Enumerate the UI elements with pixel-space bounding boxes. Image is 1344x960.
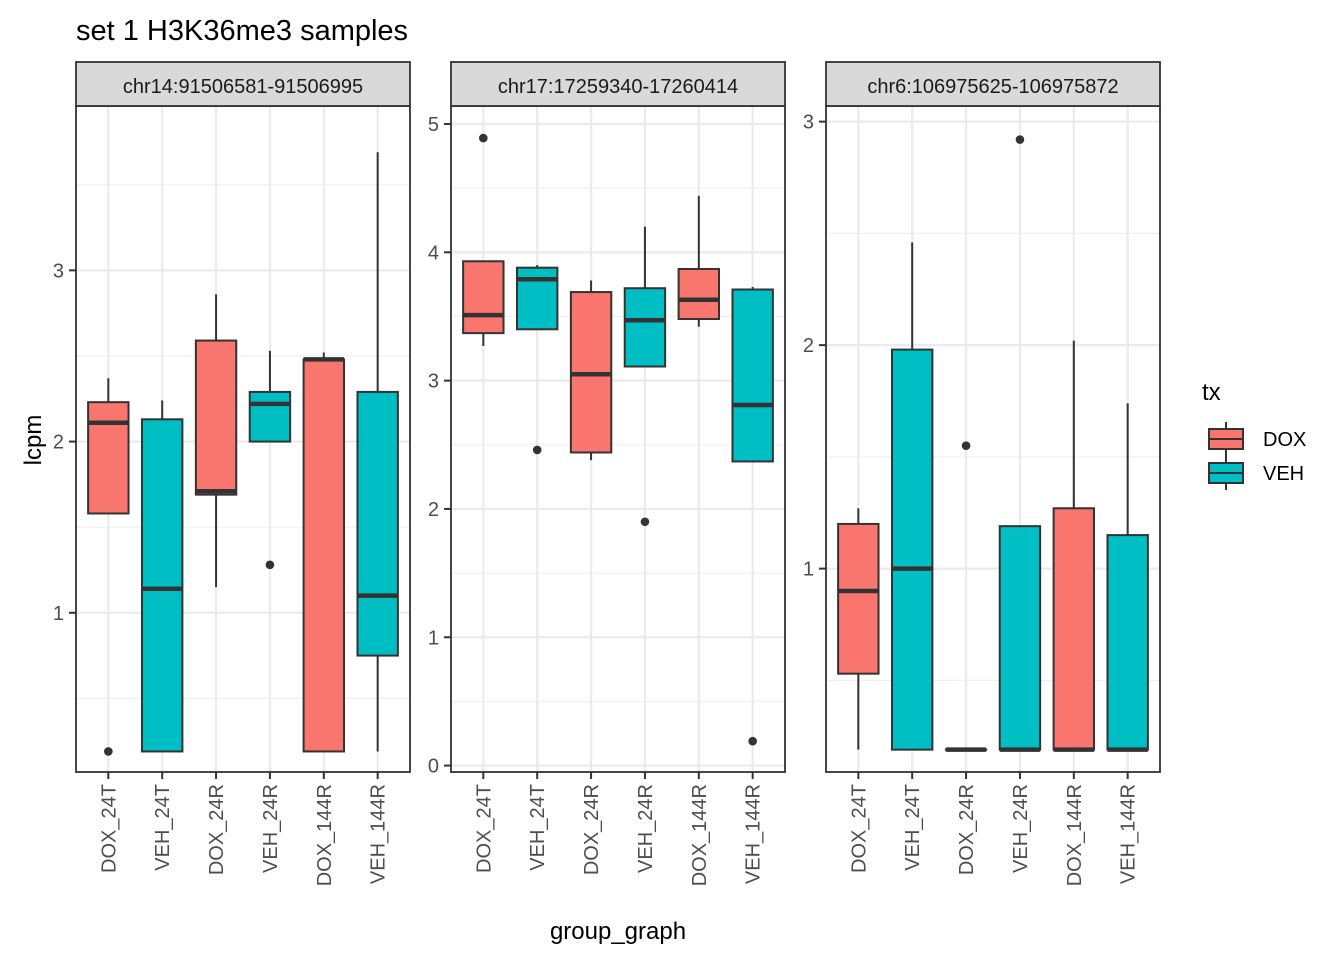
x-tick-label: DOX_24T [473,784,495,873]
y-tick-label: 2 [803,335,814,357]
outlier-point [479,133,488,143]
box-veh_144r [1106,403,1149,752]
x-tick-label: VEH_24R [260,784,282,873]
box-iqr [515,266,559,331]
x-tick-label: VEH_144R [743,784,765,884]
x-tick-label: VEH_24T [902,784,924,871]
y-tick-label: 2 [428,499,439,521]
box-iqr [140,418,184,753]
legend-label: VEH [1263,463,1304,485]
legend: tx DOX VEH [1202,379,1306,490]
y-tick-label: 2 [53,432,64,454]
facet-strip-label: chr17:17259340-17260414 [498,76,738,98]
box-dox_24r [944,441,988,752]
box-iqr [731,288,774,463]
x-tick-label: VEH_24R [1010,784,1032,873]
box-veh_24r [248,350,292,570]
y-tick-label: 4 [428,242,439,264]
box-iqr [890,348,934,751]
box-dox_24r [194,294,238,588]
box-dox_144r [1052,340,1096,752]
outlier-point [532,445,542,455]
x-tick-label: DOX_24R [581,784,603,875]
outlier-point [640,517,650,527]
legend-key-dox [1208,422,1244,456]
outlier-point [961,441,971,451]
x-tick-label: DOX_24R [956,784,978,875]
y-tick-label: 3 [803,112,814,134]
box-iqr [837,522,880,675]
box-iqr [87,401,130,515]
box-iqr [998,525,1042,751]
box-dox_24t [837,508,880,750]
box-dox_24r [569,280,613,461]
x-axis-title: group_graph [550,918,686,945]
facet-strip [825,61,1161,107]
x-tick-label: DOX_144R [1064,784,1086,886]
box-veh_144r [731,286,774,746]
y-axis-title: lcpm [20,415,47,466]
y-tick-label: 5 [428,114,439,136]
x-tick-label: VEH_24T [527,784,549,871]
outlier-point [1015,135,1025,144]
facet-panel: chr14:91506581-91506995 1 2 3 DOX_24T VEH_24T… [53,61,411,886]
box-veh_24r [998,135,1042,752]
box-iqr [623,287,667,368]
legend-title: tx [1202,379,1221,406]
facet-strip [75,61,411,107]
panel-background [826,106,1160,772]
box-iqr [462,260,505,335]
y-tick-label: 3 [53,260,64,282]
box-dox_24t [87,378,130,756]
box-iqr [1106,534,1149,751]
x-tick-label: DOX_144R [689,784,711,886]
facet-panels: chr14:91506581-91506995 1 2 3 DOX_24T VEH_24T… [53,61,1161,886]
facet-panel: chr17:17259340-17260414 0 1 2 3 4 5 DOX_24T VEH_… [428,61,786,886]
box-veh_24t [515,265,559,455]
chart-title: set 1 H3K36me3 samples [76,15,408,47]
box-dox_24t [462,133,505,346]
outlier-point [265,560,275,570]
panel-background [76,106,410,772]
box-iqr [677,267,721,321]
x-tick-label: DOX_24T [848,784,870,873]
box-iqr [1052,507,1096,751]
legend-label: DOX [1263,429,1306,451]
facet-strip-label: chr14:91506581-91506995 [123,76,363,98]
box-dox_144r [677,195,721,327]
box-iqr [194,339,238,496]
x-tick-label: DOX_24T [98,784,120,873]
box-iqr [356,390,399,657]
box-iqr [248,390,292,443]
box-iqr [302,358,346,753]
x-tick-label: VEH_144R [368,784,390,884]
y-tick-label: 1 [53,603,64,625]
x-tick-label: DOX_24R [206,784,228,875]
box-veh_24t [140,400,184,753]
x-tick-label: VEH_24R [635,784,657,873]
outlier-point [748,736,757,746]
legend-key-veh [1208,456,1244,490]
box-veh_24r [623,226,667,527]
facet-strip-label: chr6:106975625-106975872 [867,76,1118,98]
box-veh_144r [356,152,399,752]
y-tick-label: 1 [428,627,439,649]
outlier-point [104,747,113,756]
x-tick-label: VEH_144R [1118,784,1140,884]
panel-background [451,106,785,772]
y-tick-label: 3 [428,371,439,393]
x-tick-label: DOX_144R [314,784,336,886]
facet-panel: chr6:106975625-106975872 1 2 3 DOX_24T VEH_24… [803,61,1161,886]
x-tick-label: VEH_24T [152,784,174,871]
box-veh_24t [890,242,934,751]
box-dox_144r [302,352,346,753]
y-tick-label: 1 [803,559,814,581]
facet-strip [450,61,786,107]
y-tick-label: 0 [428,756,439,778]
